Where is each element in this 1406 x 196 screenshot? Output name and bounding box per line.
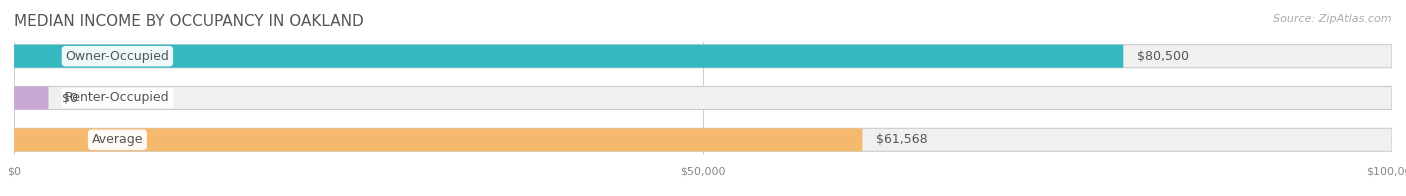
FancyBboxPatch shape (14, 86, 48, 110)
Text: MEDIAN INCOME BY OCCUPANCY IN OAKLAND: MEDIAN INCOME BY OCCUPANCY IN OAKLAND (14, 14, 364, 29)
Text: Source: ZipAtlas.com: Source: ZipAtlas.com (1274, 14, 1392, 24)
Text: Renter-Occupied: Renter-Occupied (65, 92, 170, 104)
Text: $80,500: $80,500 (1137, 50, 1189, 63)
Text: $0: $0 (62, 92, 79, 104)
Text: Average: Average (91, 133, 143, 146)
FancyBboxPatch shape (14, 45, 1123, 68)
Text: $61,568: $61,568 (876, 133, 928, 146)
Text: Owner-Occupied: Owner-Occupied (66, 50, 169, 63)
FancyBboxPatch shape (14, 86, 1392, 110)
FancyBboxPatch shape (14, 128, 862, 151)
FancyBboxPatch shape (14, 128, 1392, 151)
FancyBboxPatch shape (14, 45, 1392, 68)
